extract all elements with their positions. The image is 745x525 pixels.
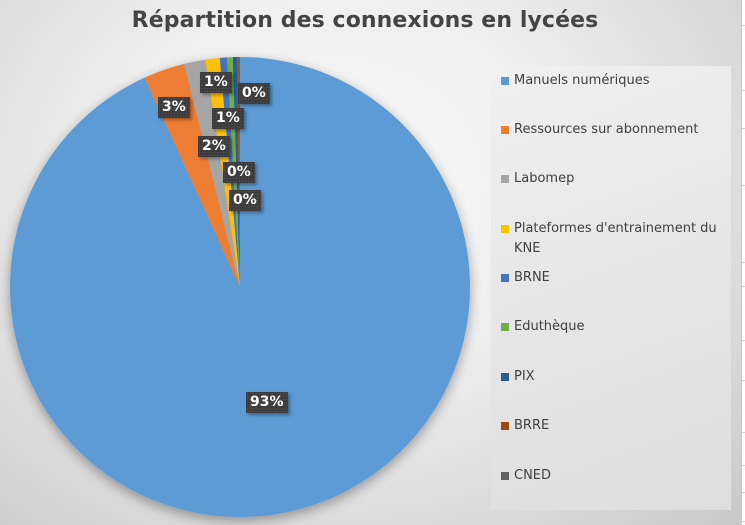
legend-label: Eduthèque xyxy=(514,319,585,334)
legend-swatch-icon xyxy=(501,373,509,381)
gridline xyxy=(742,432,745,433)
legend-label: PIX xyxy=(514,369,535,384)
legend-item-brne[interactable]: BRNE xyxy=(501,268,729,288)
gridline xyxy=(742,492,745,493)
gridline xyxy=(742,286,745,287)
pie-slice-1[interactable] xyxy=(144,63,240,288)
chart-title: Répartition des connexions en lycées xyxy=(131,8,599,33)
legend-label: Ressources sur abonnement xyxy=(514,122,699,137)
gridline xyxy=(742,465,745,466)
legend-swatch-icon xyxy=(501,175,509,183)
gridline xyxy=(742,25,745,26)
pie-slice-0[interactable] xyxy=(9,57,470,517)
legend-label: Manuels numériques xyxy=(514,73,650,88)
legend-label: CNED xyxy=(514,468,552,483)
pie-slice-2[interactable] xyxy=(184,59,240,287)
data-label-plateformes: 1% xyxy=(200,72,232,93)
gridline xyxy=(742,128,745,129)
legend-item-manuels[interactable]: Manuels numériques xyxy=(501,71,729,91)
legend-swatch-icon xyxy=(501,274,509,282)
gridline xyxy=(742,521,745,522)
legend-swatch-icon xyxy=(501,323,509,331)
legend-item-cned[interactable]: CNED xyxy=(501,466,729,486)
legend-item-edutheque[interactable]: Eduthèque xyxy=(501,317,729,337)
legend-item-pix[interactable]: PIX xyxy=(501,367,729,387)
legend-item-plateformes[interactable]: Plateformes d'entrainement du KNE xyxy=(501,219,729,259)
legend-label: BRRE xyxy=(514,418,550,433)
data-label-manuels: 93% xyxy=(246,392,288,413)
gridline xyxy=(742,90,745,91)
data-label-labomep: 2% xyxy=(198,136,230,157)
legend[interactable]: Manuels numériques Ressources sur abonne… xyxy=(491,66,731,510)
legend-swatch-icon xyxy=(501,422,509,430)
data-label-edutheque: 0% xyxy=(238,83,270,104)
data-label-ressources: 3% xyxy=(158,97,190,118)
data-label-brne: 1% xyxy=(212,108,244,129)
legend-label: Labomep xyxy=(514,171,575,186)
legend-item-labomep[interactable]: Labomep xyxy=(501,169,729,189)
legend-item-ressources[interactable]: Ressources sur abonnement xyxy=(501,120,729,140)
legend-swatch-icon xyxy=(501,225,509,233)
data-label-pix: 0% xyxy=(223,162,255,183)
legend-swatch-icon xyxy=(501,77,509,85)
gridline xyxy=(742,380,745,381)
gridline xyxy=(742,340,745,341)
data-label-brre: 0% xyxy=(229,190,261,211)
legend-label: Plateformes d'entrainement du KNE xyxy=(514,221,717,256)
gridline xyxy=(742,262,745,263)
gridline xyxy=(742,185,745,186)
legend-swatch-icon xyxy=(501,472,509,480)
legend-item-brre[interactable]: BRRE xyxy=(501,416,729,436)
legend-swatch-icon xyxy=(501,126,509,134)
legend-label: BRNE xyxy=(514,270,550,285)
